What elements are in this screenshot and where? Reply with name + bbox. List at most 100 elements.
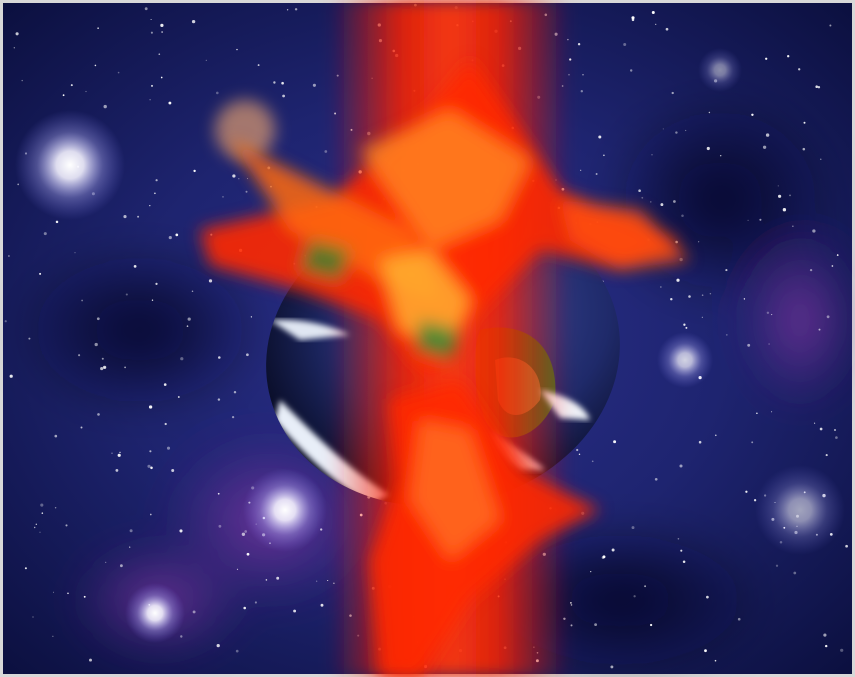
star (327, 579, 329, 582)
star (129, 546, 131, 548)
star (836, 254, 839, 256)
star (595, 173, 598, 175)
star (818, 328, 821, 331)
star (787, 55, 790, 58)
star (171, 469, 175, 472)
dark-cloud (10, 240, 270, 420)
star (151, 299, 154, 301)
star (286, 9, 289, 11)
star (257, 64, 260, 67)
star (216, 91, 219, 95)
star (149, 513, 152, 516)
star (179, 529, 183, 533)
star (324, 150, 328, 153)
star (100, 367, 104, 371)
star (840, 648, 844, 652)
star (725, 334, 728, 336)
star (192, 610, 196, 614)
star (680, 549, 683, 552)
star (147, 464, 151, 468)
burst (560, 200, 690, 270)
star (158, 53, 161, 56)
star (829, 24, 832, 27)
star (155, 282, 158, 286)
star (698, 440, 702, 444)
star (96, 317, 100, 321)
star (104, 366, 106, 369)
star (177, 396, 180, 398)
star (577, 43, 581, 46)
star (771, 314, 773, 316)
star (164, 422, 167, 426)
star (217, 492, 220, 495)
star (97, 27, 99, 29)
star (13, 47, 15, 49)
star (751, 441, 754, 444)
star (681, 214, 684, 218)
star (236, 568, 239, 571)
star (217, 398, 221, 401)
star (665, 27, 669, 31)
star (611, 548, 615, 552)
star (629, 69, 633, 72)
star (815, 85, 818, 88)
purple-cloud (740, 230, 855, 410)
star (798, 68, 801, 71)
star (117, 453, 121, 457)
star (161, 31, 163, 33)
star (89, 658, 92, 662)
star (701, 294, 704, 296)
star (316, 580, 318, 582)
debris (415, 320, 460, 360)
star (276, 576, 280, 580)
star (576, 448, 579, 452)
star (766, 311, 770, 315)
star (753, 499, 757, 502)
star (578, 453, 581, 456)
burst-core (380, 250, 470, 350)
star (688, 295, 691, 298)
bright-star (243, 468, 327, 552)
star (845, 544, 848, 548)
star (149, 450, 152, 453)
star (293, 609, 297, 613)
star (150, 84, 154, 87)
bright-stars (15, 48, 845, 643)
star (591, 460, 594, 463)
star (123, 215, 127, 219)
star (768, 343, 770, 345)
star (594, 623, 598, 627)
star (817, 85, 821, 89)
star (715, 434, 717, 437)
star (610, 665, 614, 669)
star (570, 624, 573, 627)
star (244, 530, 248, 533)
star (649, 623, 653, 627)
star (81, 299, 83, 302)
star (312, 83, 316, 87)
star (633, 595, 636, 598)
star (70, 84, 73, 87)
star (193, 169, 196, 173)
star (824, 644, 828, 648)
star (660, 286, 662, 288)
star (39, 272, 42, 275)
star (670, 297, 673, 301)
burst (410, 420, 500, 560)
star (28, 337, 31, 340)
star (704, 649, 707, 653)
star (245, 190, 248, 193)
star (812, 229, 816, 233)
star (777, 185, 779, 187)
star (250, 316, 253, 318)
star (802, 147, 806, 151)
star (39, 531, 41, 533)
bright-star (657, 332, 713, 388)
star (21, 79, 23, 82)
star (756, 412, 758, 414)
star (54, 507, 57, 509)
star (175, 233, 179, 237)
star (747, 343, 751, 347)
star (725, 269, 728, 272)
star (191, 290, 194, 293)
